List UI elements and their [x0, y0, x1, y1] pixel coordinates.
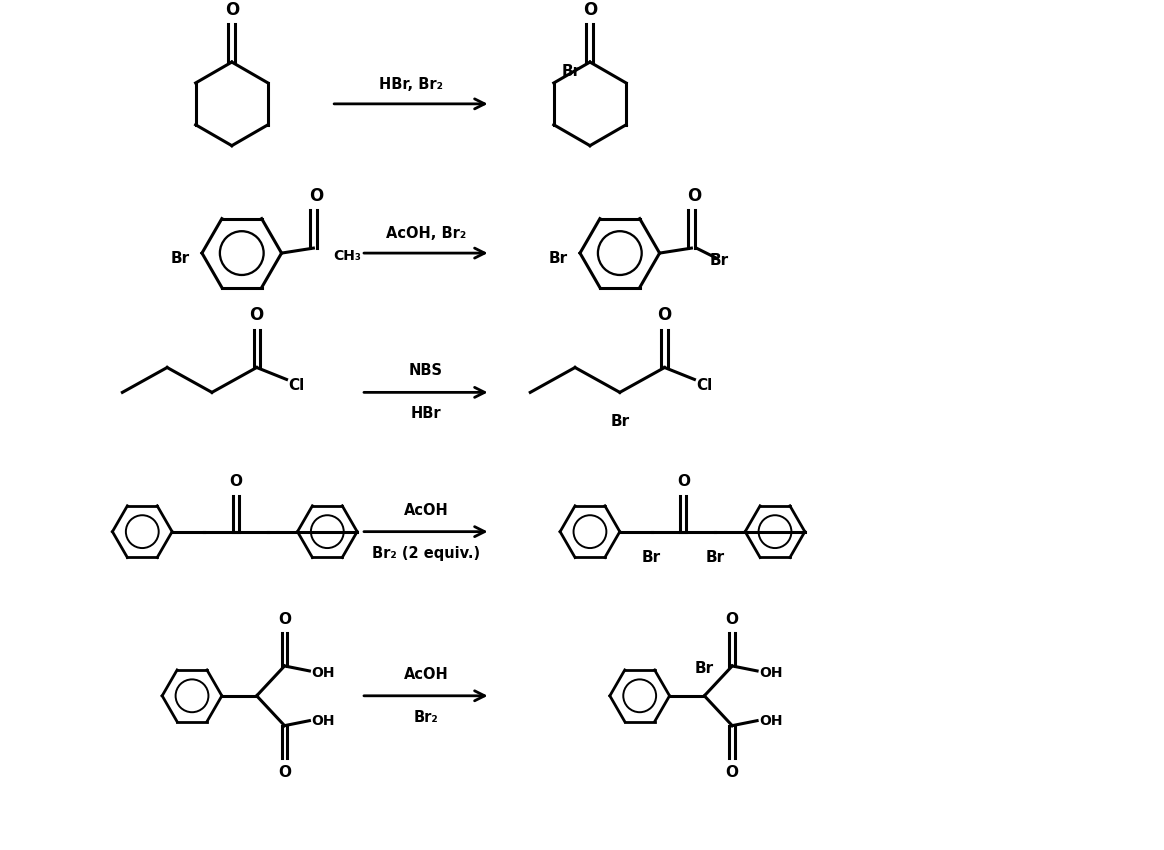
Text: Br: Br: [171, 251, 190, 265]
Text: O: O: [725, 612, 739, 626]
Text: O: O: [687, 187, 702, 206]
Text: Cl: Cl: [696, 378, 712, 393]
Text: O: O: [278, 765, 291, 780]
Text: Br: Br: [562, 64, 581, 78]
Text: Br: Br: [709, 253, 729, 268]
Text: O: O: [583, 2, 597, 20]
Text: AcOH: AcOH: [404, 667, 448, 682]
Text: Br₂ (2 equiv.): Br₂ (2 equiv.): [371, 546, 480, 561]
Text: CH₃: CH₃: [333, 249, 361, 264]
Text: HBr, Br₂: HBr, Br₂: [379, 77, 442, 92]
Text: NBS: NBS: [409, 364, 442, 378]
Text: Br: Br: [643, 550, 661, 564]
Text: O: O: [225, 2, 239, 20]
Text: O: O: [249, 306, 264, 324]
Text: AcOH: AcOH: [404, 502, 448, 518]
Text: Br: Br: [695, 661, 714, 676]
Text: Cl: Cl: [289, 378, 305, 393]
Text: OH: OH: [312, 714, 335, 728]
Text: O: O: [677, 474, 690, 490]
Text: HBr: HBr: [411, 406, 441, 422]
Text: OH: OH: [759, 666, 782, 680]
Text: O: O: [278, 612, 291, 626]
Text: O: O: [229, 474, 242, 490]
Text: Br: Br: [549, 251, 568, 265]
Text: Br₂: Br₂: [413, 710, 438, 725]
Text: OH: OH: [312, 666, 335, 680]
Text: OH: OH: [759, 714, 782, 728]
Text: AcOH, Br₂: AcOH, Br₂: [385, 226, 466, 241]
Text: O: O: [310, 187, 324, 206]
Text: Br: Br: [610, 414, 630, 429]
Text: O: O: [725, 765, 739, 780]
Text: O: O: [658, 306, 672, 324]
Text: Br: Br: [705, 550, 725, 564]
